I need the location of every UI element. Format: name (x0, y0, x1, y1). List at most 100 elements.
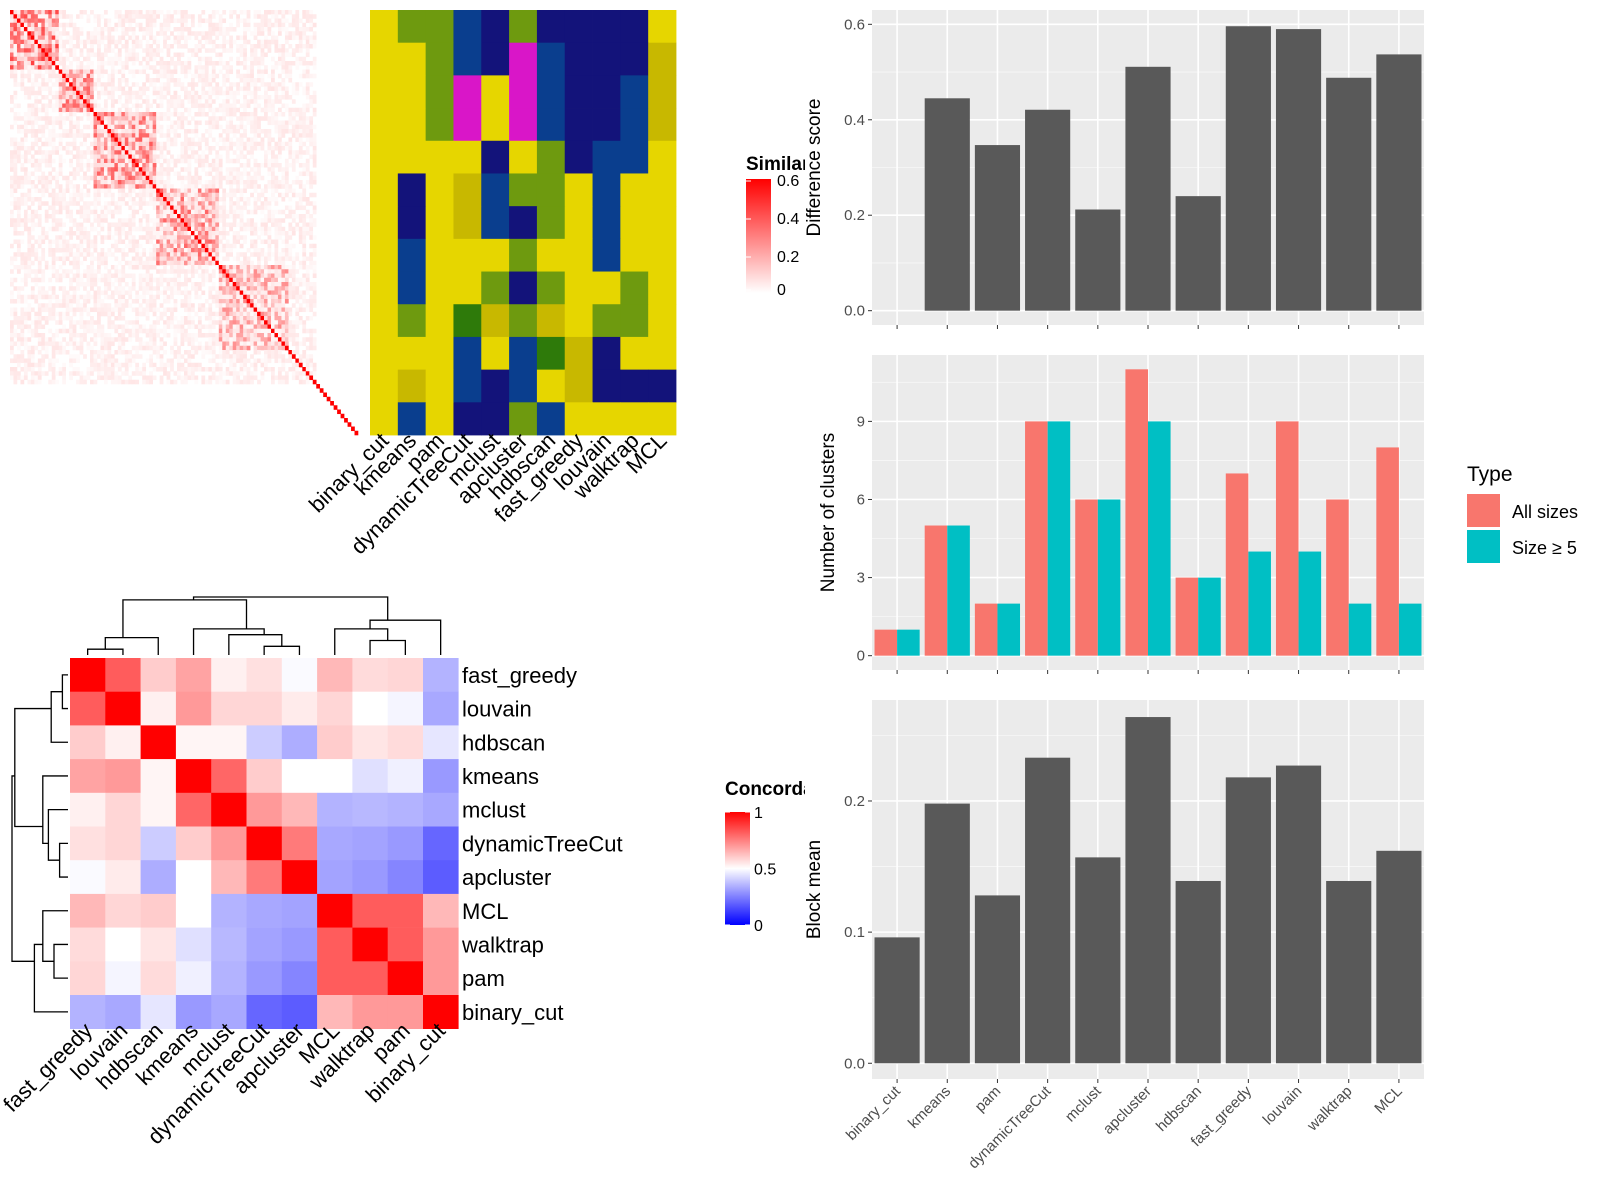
similarity-cell (110, 39, 115, 45)
similarity-cell (100, 260, 105, 266)
similarity-cell (232, 239, 237, 245)
similarity-cell (103, 273, 108, 279)
similarity-cell (58, 320, 63, 325)
similarity-cell (131, 184, 136, 189)
similarity-cell (236, 22, 240, 28)
similarity-cell (37, 265, 42, 270)
similarity-cell (277, 52, 282, 58)
similarity-cell (37, 239, 42, 245)
similarity-cell (291, 35, 296, 41)
similarity-cell (27, 10, 32, 15)
similarity-cell (107, 333, 112, 338)
similarity-cell (201, 188, 206, 194)
similarity-cell (149, 27, 153, 32)
similarity-cell (103, 256, 108, 262)
similarity-cell (100, 328, 105, 334)
similarity-cell (97, 56, 101, 62)
similarity-cell (62, 10, 66, 15)
similarity-cell (58, 146, 63, 151)
similarity-cell (298, 201, 303, 206)
similarity-cell (13, 184, 18, 189)
similarity-cell (97, 82, 101, 87)
similarity-cell (149, 252, 153, 257)
similarity-cell (274, 48, 279, 53)
similarity-cell (159, 150, 164, 155)
similarity-cell (267, 320, 272, 325)
similarity-cell (184, 316, 188, 321)
similarity-cell (131, 239, 136, 245)
similarity-cell (163, 22, 167, 28)
similarity-cell (177, 265, 181, 270)
similarity-cell (145, 167, 150, 172)
similarity-cell (257, 260, 261, 266)
similarity-cell (197, 48, 202, 53)
similarity-cell (302, 35, 307, 41)
similarity-cell (264, 303, 268, 308)
similarity-cell (97, 154, 101, 160)
similarity-cell (302, 124, 307, 130)
similarity-cell (110, 107, 115, 113)
similarity-cell (69, 99, 73, 104)
similarity-cell (135, 201, 140, 206)
similarity-cell (65, 243, 70, 249)
similarity-cell (69, 277, 73, 283)
similarity-cell (267, 282, 272, 287)
similarity-cell (180, 18, 185, 24)
similarity-cell (128, 141, 133, 147)
similarity-cell (260, 69, 265, 75)
similarity-cell (34, 269, 39, 274)
similarity-cell (257, 95, 261, 100)
similarity-cell (250, 129, 254, 134)
similarity-cell (222, 90, 227, 96)
similarity-cell (48, 311, 53, 317)
similarity-cell (121, 197, 126, 202)
similarity-cell (55, 82, 60, 87)
similarity-cell (243, 324, 247, 330)
similarity-cell (173, 273, 178, 279)
similarity-cell (302, 73, 307, 79)
similarity-cell (215, 235, 220, 240)
similarity-cell (271, 269, 275, 274)
similarity-cell (55, 27, 60, 32)
similarity-cell (79, 226, 84, 232)
similarity-cell (10, 277, 14, 283)
similarity-cell (138, 277, 143, 283)
similarity-cell (34, 239, 39, 245)
similarity-cell (281, 333, 286, 338)
similarity-cell (170, 226, 174, 232)
similarity-cell (177, 112, 181, 117)
similarity-cell (302, 205, 307, 211)
similarity-cell (51, 61, 56, 66)
similarity-cell (152, 39, 157, 45)
similarity-cell (170, 256, 174, 262)
similarity-cell (90, 265, 94, 270)
similarity-cell (194, 265, 199, 270)
similarity-cell (236, 158, 240, 164)
similarity-cell (142, 48, 147, 53)
similarity-cell (166, 188, 171, 194)
similarity-cell (197, 239, 202, 245)
similarity-cell (163, 14, 167, 19)
similarity-cell (208, 39, 213, 45)
similarity-cell (295, 226, 300, 232)
similarity-cell (142, 197, 147, 202)
similarity-cell (37, 235, 42, 240)
similarity-cell (100, 73, 105, 79)
similarity-cell (163, 320, 167, 325)
similarity-cell (187, 154, 192, 160)
similarity-cell (295, 201, 300, 206)
similarity-cell (83, 239, 87, 245)
similarity-cell (211, 31, 216, 36)
similarity-cell (284, 175, 289, 181)
similarity-cell (264, 205, 268, 211)
similarity-cell (13, 18, 18, 24)
similarity-cell (100, 311, 105, 317)
similarity-cell (243, 282, 247, 287)
similarity-cell (135, 171, 140, 177)
similarity-cell (27, 303, 32, 308)
similarity-cell (110, 86, 115, 92)
similarity-cell (208, 146, 213, 151)
similarity-cell (187, 316, 192, 321)
similarity-cell (197, 328, 202, 334)
similarity-cell (65, 209, 70, 215)
